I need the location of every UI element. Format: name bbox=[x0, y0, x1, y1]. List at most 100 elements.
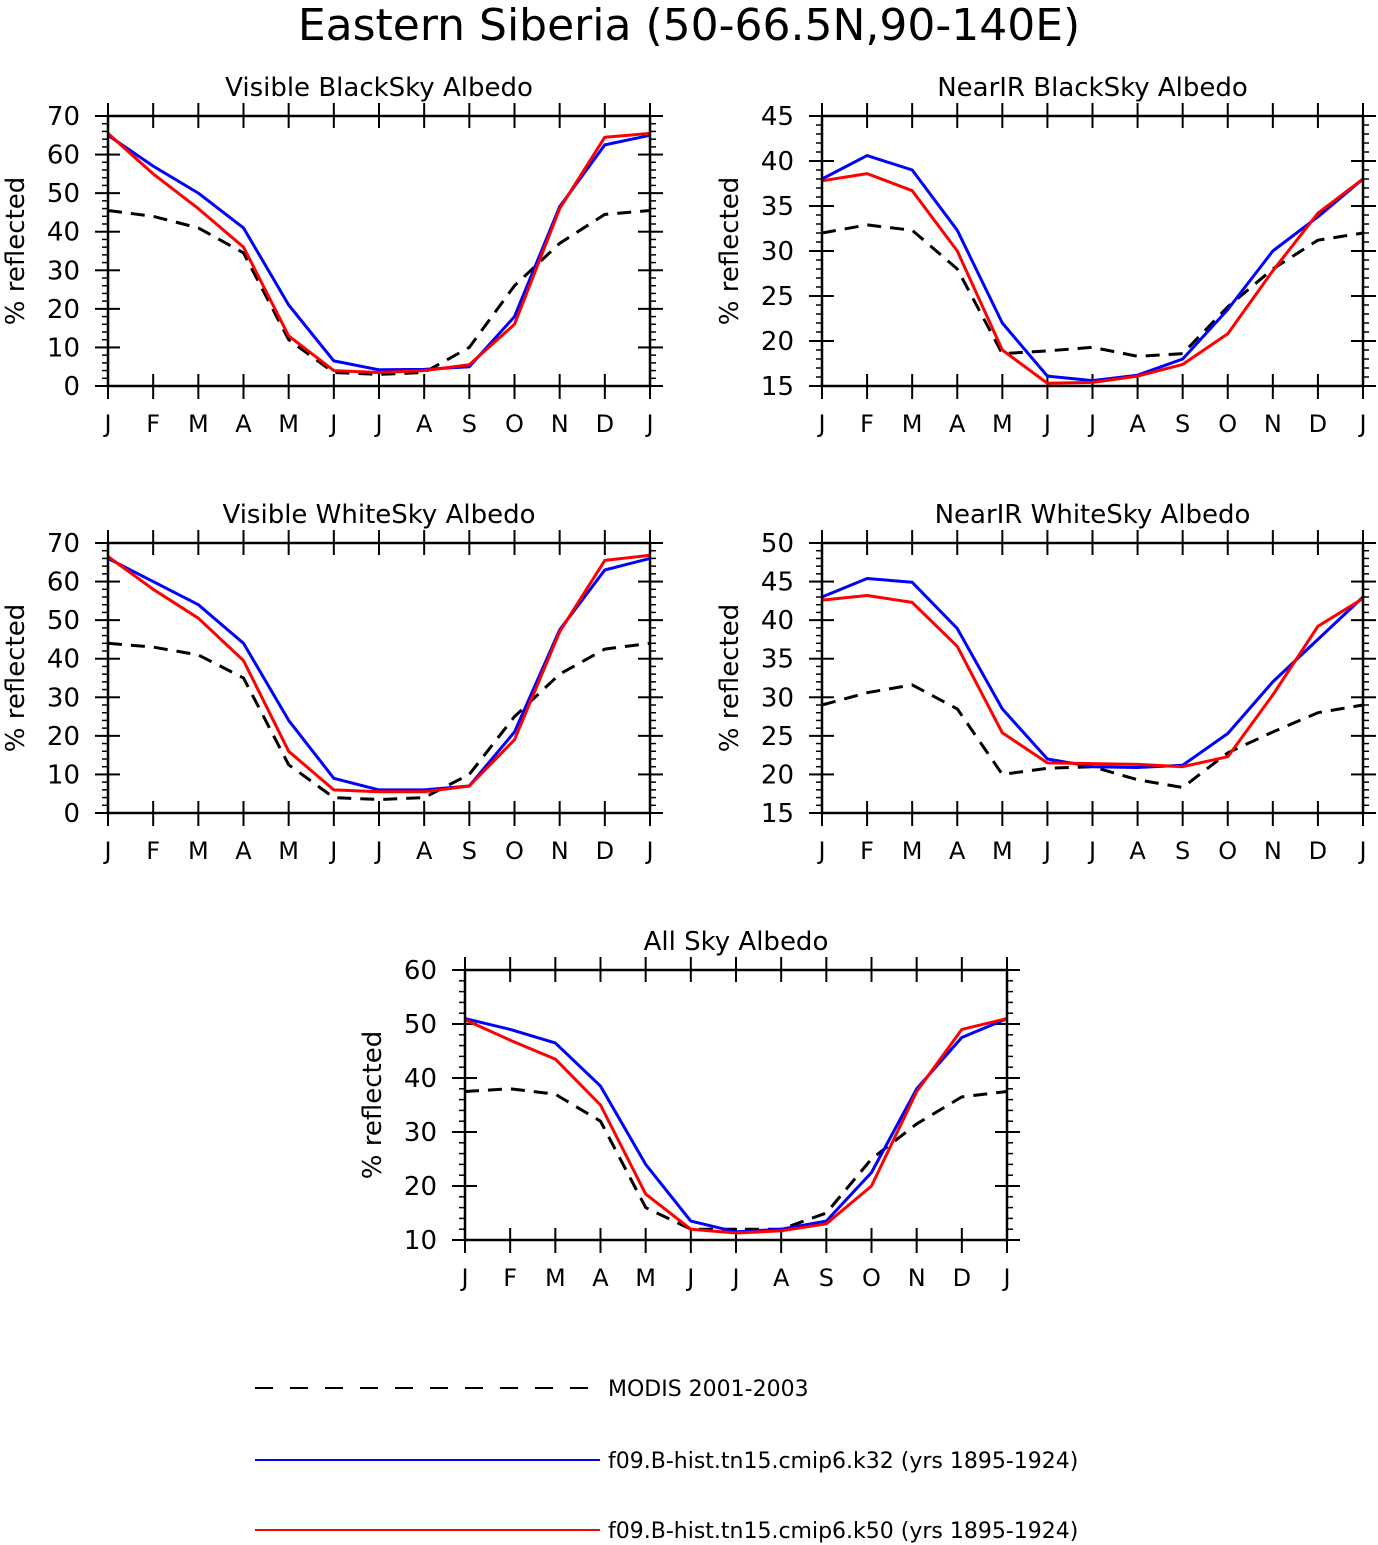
x-tick-label: F bbox=[860, 410, 874, 438]
x-tick-label: A bbox=[1129, 837, 1146, 865]
x-tick-label: N bbox=[551, 837, 569, 865]
y-tick-label: 30 bbox=[761, 683, 794, 713]
x-tick-label: J bbox=[373, 410, 382, 438]
x-tick-label: J bbox=[816, 410, 825, 438]
x-tick-label: A bbox=[949, 837, 966, 865]
y-tick-label: 0 bbox=[63, 799, 80, 829]
x-tick-label: J bbox=[644, 410, 653, 438]
x-tick-label: J bbox=[1042, 410, 1051, 438]
x-tick-label: J bbox=[1087, 837, 1096, 865]
x-tick-label: J bbox=[644, 837, 653, 865]
x-tick-label: J bbox=[328, 410, 337, 438]
x-tick-label: J bbox=[373, 837, 382, 865]
y-tick-label: 10 bbox=[47, 333, 80, 363]
y-tick-label: 40 bbox=[761, 606, 794, 636]
x-tick-label: J bbox=[1042, 837, 1051, 865]
plot-frame bbox=[106, 114, 652, 388]
x-tick-label: M bbox=[992, 837, 1013, 865]
axis-ticks bbox=[95, 103, 663, 399]
x-tick-label: J bbox=[328, 837, 337, 865]
x-tick-label: A bbox=[949, 410, 966, 438]
x-tick-label: J bbox=[1357, 410, 1366, 438]
legend-item-1: MODIS 2001-2003 bbox=[255, 1377, 809, 1402]
x-tick-label: M bbox=[992, 410, 1013, 438]
series-line-f09-b-hist-tn15-cmip6-k50-yrs-1895-1924 bbox=[107, 553, 651, 794]
x-tick-label: F bbox=[860, 837, 874, 865]
x-tick-label: S bbox=[462, 837, 477, 865]
x-tick-label: M bbox=[902, 410, 923, 438]
x-tick-label: O bbox=[505, 410, 524, 438]
y-tick-label: 60 bbox=[404, 956, 437, 986]
x-tick-label: J bbox=[1087, 410, 1096, 438]
series-line-modis-2001-2003 bbox=[821, 683, 1364, 789]
x-tick-label: F bbox=[146, 410, 160, 438]
y-tick-label: 10 bbox=[404, 1226, 437, 1256]
y-tick-label: 50 bbox=[404, 1010, 437, 1040]
plot-frame bbox=[820, 541, 1365, 815]
axis-ticks bbox=[452, 957, 1020, 1253]
x-tick-label: N bbox=[1264, 837, 1282, 865]
x-tick-label: J bbox=[1357, 837, 1366, 865]
chart-title: All Sky Albedo bbox=[644, 927, 829, 957]
series-line-f09-b-hist-tn15-cmip6-k50-yrs-1895-1924 bbox=[464, 1017, 1008, 1235]
y-tick-label: 20 bbox=[761, 327, 794, 357]
x-tick-label: F bbox=[503, 1264, 517, 1292]
x-tick-label: J bbox=[730, 1264, 739, 1292]
series-line-modis-2001-2003 bbox=[107, 209, 651, 376]
x-tick-label: A bbox=[235, 410, 252, 438]
y-axis-label: % reflected bbox=[1, 177, 31, 325]
x-tick-label: O bbox=[505, 837, 524, 865]
y-tick-label: 60 bbox=[47, 568, 80, 598]
legend-item-2: f09.B-hist.tn15.cmip6.k32 (yrs 1895-1924… bbox=[255, 1449, 1078, 1474]
x-tick-label: M bbox=[188, 837, 209, 865]
x-tick-label: A bbox=[416, 410, 433, 438]
x-tick-label: D bbox=[953, 1264, 971, 1292]
axis-ticks bbox=[809, 530, 1376, 826]
y-tick-label: 15 bbox=[761, 372, 794, 402]
x-tick-label: J bbox=[102, 837, 111, 865]
y-tick-label: 40 bbox=[47, 645, 80, 675]
y-tick-label: 30 bbox=[404, 1118, 437, 1148]
x-tick-label: J bbox=[685, 1264, 694, 1292]
x-tick-label: M bbox=[188, 410, 209, 438]
y-tick-label: 50 bbox=[47, 179, 80, 209]
y-tick-label: 70 bbox=[47, 529, 80, 559]
chart-title: NearIR BlackSky Albedo bbox=[937, 73, 1248, 103]
y-tick-label: 45 bbox=[761, 568, 794, 598]
series-line-f09-b-hist-tn15-cmip6-k32-yrs-1895-1924 bbox=[107, 133, 651, 372]
x-tick-label: J bbox=[102, 410, 111, 438]
x-tick-label: A bbox=[235, 837, 252, 865]
plot-frame bbox=[463, 968, 1009, 1242]
y-tick-label: 25 bbox=[761, 722, 794, 752]
y-tick-label: 60 bbox=[47, 141, 80, 171]
y-tick-label: 50 bbox=[761, 529, 794, 559]
y-tick-label: 0 bbox=[63, 372, 80, 402]
series-line-f09-b-hist-tn15-cmip6-k32-yrs-1895-1924 bbox=[821, 154, 1364, 383]
x-tick-label: A bbox=[1129, 410, 1146, 438]
chart-title: NearIR WhiteSky Albedo bbox=[935, 500, 1251, 530]
y-axis-label: % reflected bbox=[358, 1031, 388, 1179]
x-tick-label: N bbox=[551, 410, 569, 438]
y-tick-label: 20 bbox=[47, 722, 80, 752]
x-tick-label: J bbox=[459, 1264, 468, 1292]
x-tick-label: S bbox=[462, 410, 477, 438]
y-tick-label: 70 bbox=[47, 102, 80, 132]
legend-label: f09.B-hist.tn15.cmip6.k32 (yrs 1895-1924… bbox=[608, 1449, 1078, 1474]
series-line-f09-b-hist-tn15-cmip6-k50-yrs-1895-1924 bbox=[106, 131, 651, 374]
legend-item-3: f09.B-hist.tn15.cmip6.k50 (yrs 1895-1924… bbox=[255, 1519, 1078, 1544]
y-tick-label: 40 bbox=[404, 1064, 437, 1094]
x-tick-label: A bbox=[592, 1264, 609, 1292]
series-line-f09-b-hist-tn15-cmip6-k32-yrs-1895-1924 bbox=[821, 577, 1365, 769]
y-tick-label: 35 bbox=[761, 645, 794, 675]
plot-frame bbox=[106, 541, 652, 815]
y-tick-label: 35 bbox=[761, 192, 794, 222]
x-tick-label: O bbox=[862, 1264, 881, 1292]
x-tick-label: M bbox=[902, 837, 923, 865]
